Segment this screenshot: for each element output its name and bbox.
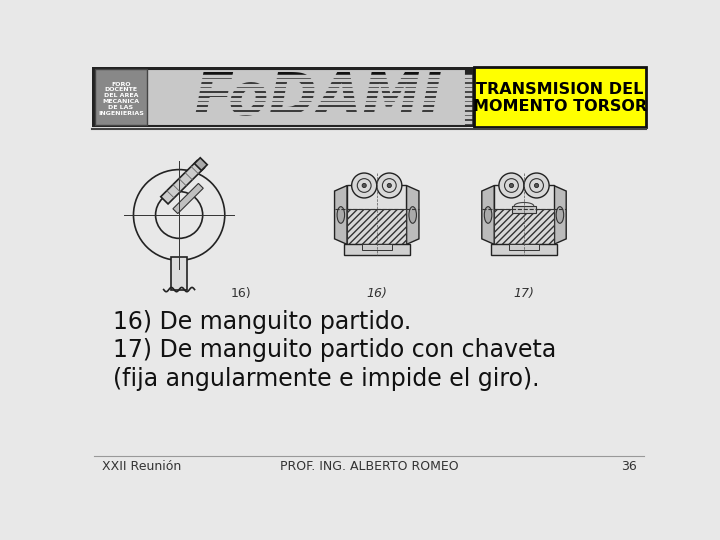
Circle shape [509, 184, 513, 187]
Circle shape [362, 184, 366, 187]
Polygon shape [194, 158, 207, 171]
Circle shape [377, 173, 402, 198]
Ellipse shape [556, 207, 564, 223]
Text: 17): 17) [513, 287, 534, 300]
Text: FORO
DOCENTE
DEL AREA
MECANICA
DE LAS
INGENIERIAS: FORO DOCENTE DEL AREA MECANICA DE LAS IN… [98, 82, 144, 116]
Text: FoDAMI: FoDAMI [194, 70, 443, 127]
Circle shape [387, 184, 392, 187]
Circle shape [351, 173, 377, 198]
Bar [512, 206, 536, 213]
Ellipse shape [337, 207, 345, 223]
Text: (fija angularmente e impide el giro).: (fija angularmente e impide el giro). [113, 367, 540, 390]
Text: 16) De manguito partido.: 16) De manguito partido. [113, 309, 412, 334]
Bar [94, 69, 466, 126]
Text: 17) De manguito partido con chaveta: 17) De manguito partido con chaveta [113, 338, 557, 362]
Circle shape [499, 173, 524, 198]
Ellipse shape [409, 207, 416, 223]
Text: PROF. ING. ALBERTO ROMEO: PROF. ING. ALBERTO ROMEO [279, 460, 459, 473]
Bar [94, 70, 148, 125]
Bar [362, 245, 392, 249]
Bar [92, 67, 646, 127]
Polygon shape [335, 186, 347, 245]
Bar [474, 67, 646, 127]
Polygon shape [554, 186, 566, 245]
Ellipse shape [485, 207, 492, 223]
Bar [495, 210, 554, 245]
Circle shape [534, 184, 539, 187]
Text: XXII Reunión: XXII Reunión [102, 460, 181, 473]
Bar [347, 186, 406, 245]
Text: 16): 16) [366, 287, 387, 300]
Bar [491, 245, 557, 255]
Bar [495, 186, 554, 245]
Polygon shape [161, 160, 204, 204]
Text: TRANSMISION DEL
MOMENTO TORSOR: TRANSMISION DEL MOMENTO TORSOR [472, 82, 647, 114]
Polygon shape [482, 186, 495, 245]
Bar [171, 256, 187, 289]
Text: 36: 36 [621, 460, 636, 473]
Circle shape [524, 173, 549, 198]
Bar [509, 245, 539, 249]
Bar [343, 245, 410, 255]
Bar [347, 210, 406, 245]
Text: 16): 16) [231, 287, 251, 300]
Polygon shape [406, 186, 419, 245]
Polygon shape [173, 184, 203, 214]
